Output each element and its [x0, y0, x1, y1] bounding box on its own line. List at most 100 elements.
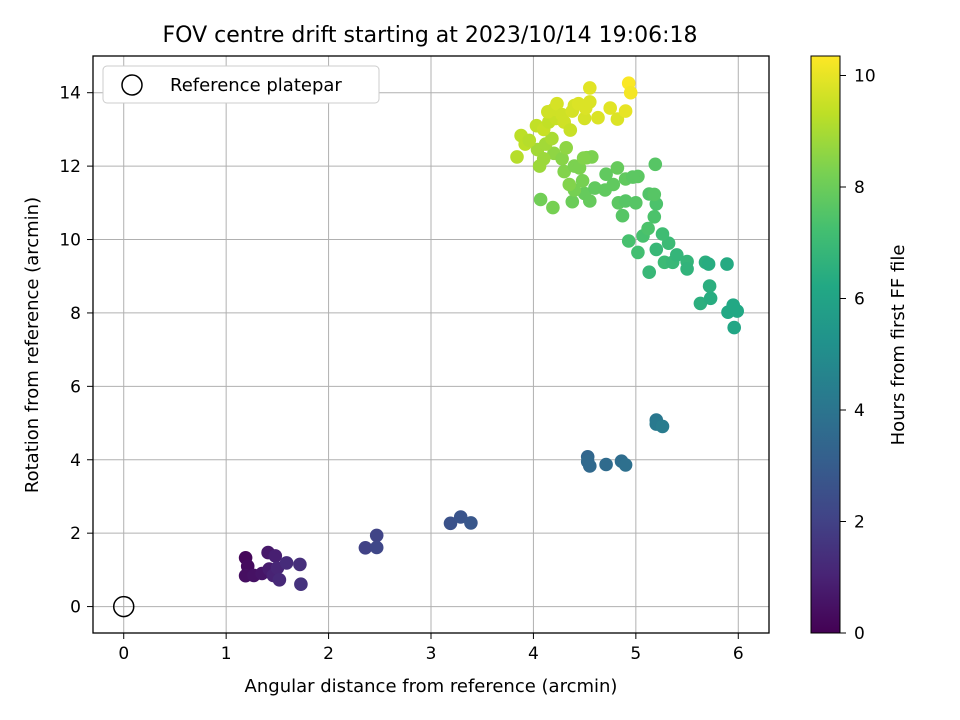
- scatter-point: [727, 320, 741, 335]
- scatter-point: [670, 248, 684, 262]
- scatter-point: [453, 510, 468, 524]
- scatter-point: [641, 221, 655, 236]
- x-tick-label: 2: [323, 644, 334, 664]
- scatter-point: [642, 265, 656, 280]
- scatter-point: [550, 96, 564, 111]
- scatter-point: [533, 192, 548, 207]
- reference-platepar-marker: [112, 595, 135, 618]
- y-tick-label: 0: [70, 598, 81, 618]
- scatter-point: [546, 200, 560, 215]
- scatter-point: [618, 458, 633, 472]
- scatter-point: [272, 573, 287, 587]
- scatter-point: [599, 167, 613, 181]
- scatter-point: [649, 242, 664, 257]
- scatter-point: [703, 291, 718, 306]
- x-tick-label: 4: [528, 644, 539, 664]
- scatter-point: [577, 111, 592, 126]
- scatter-point: [583, 459, 597, 473]
- scatter-point: [279, 556, 294, 570]
- scatter-point: [599, 457, 613, 472]
- x-axis-ticks: 0 1 2 3 4 5 6: [118, 633, 744, 664]
- scatter-point: [583, 194, 597, 208]
- x-axis-label: Angular distance from reference (arcmin): [245, 676, 618, 697]
- scatter-point: [623, 85, 638, 100]
- scatter-point: [443, 516, 458, 531]
- colorbar-tick-label: 10: [854, 67, 876, 87]
- colorbar-tick-label: 6: [854, 290, 865, 310]
- x-tick-label: 5: [630, 644, 641, 664]
- grid-lines: [93, 56, 769, 633]
- colorbar-tick-label: 4: [854, 401, 865, 421]
- scatter-point: [631, 245, 645, 260]
- scatter-point: [369, 528, 384, 543]
- x-tick-label: 0: [118, 644, 129, 664]
- y-tick-label: 2: [70, 524, 81, 544]
- scatter-point: [565, 194, 580, 209]
- scatter-point: [610, 161, 625, 175]
- colorbar-tick-label: 8: [854, 178, 865, 198]
- scatter-point: [588, 181, 602, 195]
- colorbar-label: Hours from first FF file: [888, 245, 909, 446]
- y-axis-ticks: 0 2 4 6 8 10 12 14: [59, 84, 93, 618]
- scatter-point: [583, 95, 597, 109]
- scatter-point: [559, 141, 573, 155]
- legend-entry-reference-platepar: Reference platepar: [170, 75, 342, 96]
- y-tick-label: 6: [70, 377, 81, 397]
- scatter-point: [591, 110, 605, 125]
- scatter-point: [648, 157, 663, 172]
- scatter-point: [680, 262, 694, 276]
- scatter-point: [510, 150, 524, 164]
- colorbar-ticks: 0 2 4 6 8 10: [840, 67, 876, 644]
- x-tick-label: 6: [733, 644, 744, 664]
- scatter-point: [655, 419, 670, 434]
- scatter-point: [629, 196, 643, 210]
- scatter-point: [618, 104, 633, 118]
- legend-box: [102, 65, 380, 104]
- scatter-point: [701, 257, 716, 271]
- scatter-point: [730, 304, 744, 318]
- x-tick-label: 1: [221, 644, 232, 664]
- scatter-point: [369, 540, 384, 555]
- y-tick-label: 4: [70, 451, 81, 471]
- scatter-point: [647, 210, 662, 224]
- scatter-point: [583, 81, 597, 95]
- scatter-point: [464, 516, 478, 530]
- legend-open-circle-icon: [121, 74, 143, 96]
- scatter-point: [603, 101, 617, 115]
- scatter-point: [606, 177, 621, 192]
- y-tick-label: 12: [59, 157, 81, 177]
- legend: Reference platepar: [102, 65, 380, 104]
- y-tick-label: 8: [70, 304, 81, 324]
- scatter-point: [268, 549, 283, 563]
- scatter-point: [522, 133, 537, 148]
- colorbar-tick-label: 0: [854, 624, 865, 644]
- scatter-point: [615, 208, 630, 223]
- scatter-point: [621, 234, 636, 248]
- scatter-point: [358, 541, 373, 555]
- scatter-point: [536, 152, 551, 166]
- y-tick-label: 14: [59, 84, 81, 104]
- scatter-point: [562, 177, 577, 192]
- scatter-point: [545, 131, 559, 146]
- scatter-point: [557, 164, 571, 179]
- scatter-point: [563, 123, 578, 137]
- scatter-point: [626, 170, 640, 184]
- colorbar-tick-label: 2: [854, 513, 865, 533]
- scatter-point: [647, 187, 662, 202]
- scatter-point: [702, 279, 717, 293]
- scatter-point: [576, 151, 591, 165]
- scatter-point: [555, 152, 569, 166]
- data-points: [238, 76, 744, 591]
- x-tick-label: 3: [426, 644, 437, 664]
- scatter-point: [693, 296, 708, 311]
- y-axis-label: Rotation from reference (arcmin): [22, 197, 43, 493]
- scatter-point: [618, 194, 633, 208]
- y-tick-label: 10: [59, 231, 81, 251]
- colorbar-gradient: [810, 55, 841, 634]
- scatter-point: [293, 557, 307, 572]
- colorbar: 0 2 4 6 8 10 Hours from first FF file: [810, 55, 909, 644]
- chart-title: FOV centre drift starting at 2023/10/14 …: [163, 23, 698, 48]
- scatter-point: [294, 577, 308, 591]
- scatter-point: [655, 227, 670, 241]
